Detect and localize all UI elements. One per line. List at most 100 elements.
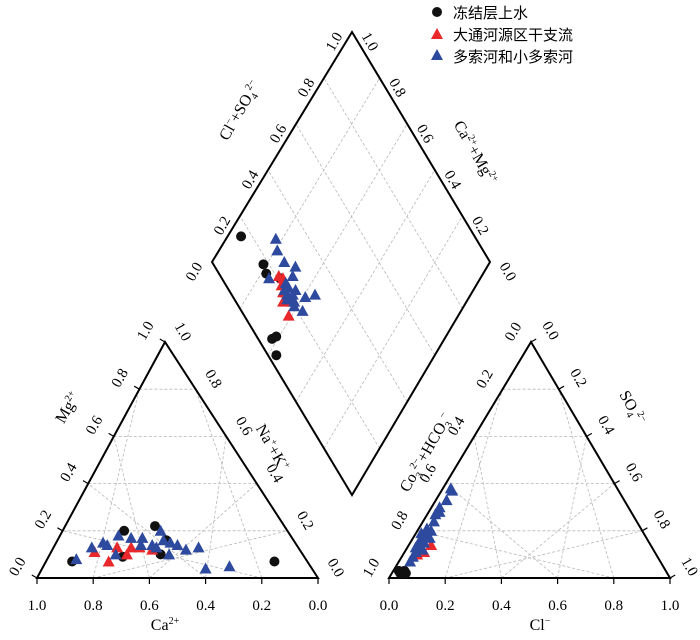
svg-text:Mg2+: Mg2+ [52, 388, 84, 426]
anion-bottom-tick-label: 0.4 [492, 598, 511, 614]
cation-left-tick-label: 0.0 [6, 555, 29, 579]
cation-bottom-tick-label: 0.0 [309, 598, 328, 614]
svg-text:Ca2+: Ca2+ [151, 616, 180, 634]
diamond-point-duosuo [278, 256, 291, 267]
anion-bottom-tick-label: 0.0 [380, 598, 399, 614]
cation-point-duosuo [112, 529, 125, 541]
legend-label-duosuo: 多索河和小多索河 [453, 48, 573, 66]
cation-left-tick-label: 0.8 [109, 366, 132, 390]
diamond-point-duosuo [281, 293, 294, 305]
cation-point-frozen [119, 525, 130, 536]
cation-left-tick-label: 1.0 [134, 319, 157, 343]
anion-right-tick-label: 0.0 [538, 319, 561, 343]
anion-point-frozen [393, 565, 404, 576]
diamond-point-frozen [236, 231, 247, 242]
cation-point-frozen [269, 556, 280, 567]
data-points [67, 231, 459, 579]
anion-point-duosuo [418, 536, 431, 548]
cation-bottom-tick-label: 0.8 [84, 598, 103, 614]
cation-bottom-tick-label: 0.6 [140, 598, 159, 614]
diamond-left-tick-label: 0.2 [211, 214, 234, 238]
diamond-right-tick-label: 0.6 [413, 122, 436, 147]
anion-point-duosuo [440, 494, 453, 506]
cation-point-datong [120, 548, 133, 560]
diamond-point-duosuo [263, 272, 276, 284]
cation-bottom-axis-label: Ca2+ [151, 616, 180, 634]
diamond-point-duosuo [289, 260, 302, 272]
diamond-left-tick-label: 0.4 [239, 167, 262, 192]
cation-point-datong [102, 555, 115, 567]
tick-labels: 1.0 0.8 0.6 0.4 0.2 0.00.00.20.40.60.81.00.00… [6, 30, 700, 614]
cation-left-axis-label: Mg2+ [52, 388, 84, 426]
diamond-point-datong [272, 269, 285, 281]
diamond-right-tick-label: 0.8 [385, 76, 408, 100]
cation-bottom-tick-label: 1.0 [28, 598, 47, 614]
legend: 冻结层上水 大通河源区干支流 多索河和小多索河 [431, 4, 573, 66]
cation-right-tick-label: 1.0 [171, 320, 194, 344]
anion-left-tick-label: 0.8 [388, 509, 411, 533]
anion-right-tick-label: 0.2 [566, 366, 589, 390]
diamond-point-duosuo [279, 276, 292, 288]
diamond-point-duosuo [299, 290, 312, 302]
diamond-left-axis-label: Cl−+SO42− [215, 77, 266, 145]
diamond-right-tick-label: 1.0 [358, 30, 381, 54]
cation-point-duosuo [171, 538, 184, 550]
diamond-right-tick-label: 0.0 [496, 260, 519, 284]
cation-right-tick-label: 0.6 [232, 414, 255, 439]
cation-point-datong [111, 541, 124, 553]
cation-left-tick-label: 0.4 [58, 460, 81, 485]
anion-right-tick-label: 0.4 [594, 413, 617, 438]
triangle-frame [35, 340, 320, 579]
legend-marker-duosuo [431, 49, 443, 60]
anion-point-duosuo [416, 543, 429, 555]
anion-bottom-tick-label: 1.0 [661, 598, 680, 614]
diamond-point-duosuo [269, 232, 282, 244]
diamond-point-duosuo [296, 304, 309, 316]
cation-point-duosuo [163, 548, 176, 560]
triangle-frame [387, 340, 672, 579]
anion-right-tick-label: 1.0 [677, 555, 700, 579]
anion-point-duosuo [425, 524, 438, 536]
diamond-right-tick-label: 0.4 [441, 168, 464, 193]
anion-point-duosuo [415, 527, 428, 539]
anion-point-duosuo [444, 482, 457, 494]
diamond-point-duosuo [271, 244, 284, 256]
cation-right-tick-label: 0.0 [324, 556, 347, 580]
cation-point-duosuo [164, 536, 177, 548]
anion-point-duosuo [427, 515, 440, 527]
cation-point-duosuo [70, 553, 83, 565]
cation-point-duosuo [150, 541, 163, 553]
legend-marker-frozen [432, 7, 442, 17]
diamond-point-frozen [271, 350, 282, 361]
cation-point-duosuo [199, 562, 212, 574]
cation-point-duosuo [136, 531, 149, 543]
cation-point-duosuo [134, 538, 147, 550]
svg-text:Cl−: Cl− [530, 616, 551, 634]
diamond-point-datong [282, 309, 295, 321]
anion-bottom-axis-label: Cl− [530, 616, 551, 634]
anion-point-duosuo [433, 505, 446, 517]
cation-point-duosuo [157, 534, 170, 546]
cation-right-tick-label: 0.2 [293, 509, 316, 533]
anion-right-tick-label: 0.8 [650, 508, 673, 532]
cation-bottom-tick-label: 0.4 [196, 598, 215, 614]
plot-frames [35, 30, 672, 579]
diamond-left-tick-label: 1.0 [323, 30, 346, 54]
cation-point-duosuo [192, 541, 205, 553]
diamond-frame [210, 30, 492, 497]
diamond-point-frozen [271, 331, 282, 342]
svg-text:Cl−+SO42−: Cl−+SO42− [215, 77, 266, 145]
anion-bottom-tick-label: 0.8 [604, 598, 623, 614]
cation-point-duosuo [85, 541, 98, 553]
diamond-right-tick-label: 0.2 [468, 214, 491, 238]
diamond-left-tick-label: 0.6 [267, 121, 290, 146]
cation-left-tick-label: 0.6 [83, 413, 106, 438]
svg-text:SO42−: SO42− [613, 387, 649, 429]
cation-point-frozen [150, 521, 161, 532]
diamond-point-frozen [258, 259, 269, 270]
cation-point-duosuo [223, 560, 236, 572]
legend-label-frozen: 冻结层上水 [453, 4, 528, 22]
cation-point-duosuo [101, 538, 114, 550]
cation-point-duosuo [154, 524, 167, 536]
